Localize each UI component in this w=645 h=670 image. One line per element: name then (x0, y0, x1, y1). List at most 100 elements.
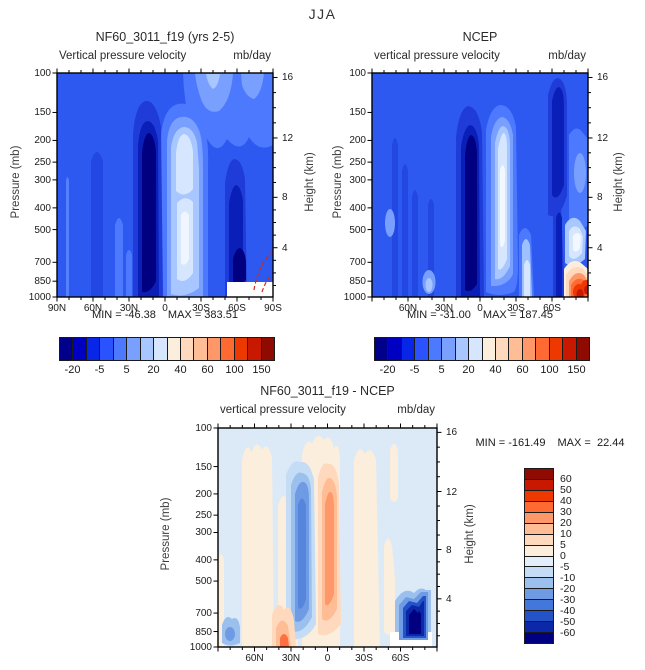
pressure-tick-label: 1000 (28, 292, 51, 303)
latitude-tick-label: 30N (281, 653, 301, 664)
pressure-tick-label: 100 (195, 423, 212, 434)
colorbar-cell (99, 337, 114, 361)
colorbar-cell (494, 337, 510, 361)
height-tick-label: 4 (282, 242, 288, 254)
max-value: MAX = 187.45 (482, 309, 553, 321)
pressure-tick-label: 850 (349, 276, 366, 288)
colorbar-tick-label: -40 (560, 605, 576, 617)
colorbar-tick-label: 60 (201, 364, 214, 376)
latitude-tick-label: 90N (47, 303, 67, 314)
pressure-tick-label: 200 (34, 135, 51, 147)
colorbar-tick-label: 20 (147, 364, 160, 376)
panel-title-model: NF60_3011_f19 (yrs 2-5) (95, 30, 235, 44)
subtitle-variable: vertical pressure velocity (220, 404, 346, 416)
minmax-ncep: MIN = -31.00 MAX = 187.45 (372, 309, 588, 321)
diff-contour-field (218, 428, 437, 647)
colorbar-cell (508, 337, 523, 361)
colorbar-cell (548, 337, 564, 361)
colorbar-cell (59, 337, 74, 361)
colorbar-tick-label: 20 (462, 364, 475, 376)
colorbar-cell (112, 337, 128, 361)
colorbar-cell (468, 337, 483, 361)
latitude-tick-label: 60N (398, 303, 418, 314)
min-value: MIN = -31.00 (407, 309, 471, 321)
latitude-tick-label: 60S (228, 303, 246, 314)
pressure-tick-label: 100 (34, 68, 51, 79)
pressure-tick-label: 150 (195, 461, 212, 473)
colorbar-cell (400, 337, 416, 361)
colorbar-cell (166, 337, 181, 361)
model-contour-plot (52, 68, 278, 302)
ncep-contour-plot (367, 68, 593, 302)
pressure-tick-label: 1000 (343, 292, 366, 303)
colorbar-cell (206, 337, 222, 361)
pressure-tick-label: 500 (349, 224, 366, 236)
colorbar-cell (575, 337, 590, 361)
pressure-tick-label: 150 (349, 107, 366, 119)
pressure-tick-label: 850 (34, 276, 51, 288)
height-axis-title: Height (km) (304, 152, 316, 212)
colorbar-tick-label: 5 (438, 364, 445, 376)
panel-subtitle-ncep: vertical pressure velocity mb/day (372, 50, 588, 62)
colorbar-cell (193, 337, 208, 361)
colorbar-cell (535, 337, 550, 361)
pressure-tick-label: 150 (34, 107, 51, 119)
colorbar-tick-label: -30 (560, 594, 576, 606)
colorbar-cell (562, 337, 577, 361)
colorbar-tick-label: -20 (560, 583, 576, 595)
axes-frame (52, 68, 278, 302)
pressure-tick-label: 100 (349, 68, 366, 79)
colorbar-cell (374, 337, 389, 361)
colorbar-cell (521, 337, 537, 361)
latitude-tick-label: 30S (507, 303, 525, 314)
colorbar-cell (153, 337, 168, 361)
min-value: MIN = -161.49 (475, 437, 546, 449)
colorbar-tick-label: -60 (560, 627, 576, 639)
height-tick-label: 16 (597, 72, 609, 84)
colorbar-cell (481, 337, 496, 361)
max-value: MAX = 22.44 (557, 437, 625, 449)
colorbar-tick-label: -50 (560, 616, 576, 628)
pressure-tick-label: 300 (349, 174, 366, 186)
height-tick-label: 4 (597, 242, 603, 254)
height-tick-label: 12 (597, 132, 609, 144)
panel-subtitle-model: Vertical pressure velocity mb/day (57, 50, 273, 62)
colorbar-tick-label: 5 (123, 364, 130, 376)
colorbar-cell (220, 337, 235, 361)
colorbar-tick-label: 30 (560, 506, 572, 518)
pressure-tick-label: 700 (349, 257, 366, 269)
latitude-tick-label: 0 (324, 653, 331, 664)
subtitle-variable: Vertical pressure velocity (59, 50, 187, 62)
pressure-tick-label: 400 (349, 202, 366, 214)
height-tick-label: 12 (446, 486, 458, 498)
panel-title-diff: NF60_3011_f19 - NCEP (260, 384, 395, 398)
colorbar-cell (414, 337, 429, 361)
subtitle-units: mb/day (397, 404, 435, 416)
colorbar-tick-label: -20 (64, 364, 81, 376)
latitude-tick-label: 30N (434, 303, 454, 314)
pressure-tick-label: 850 (195, 626, 212, 638)
pressure-axis-title: Pressure (mb) (160, 497, 172, 571)
colorbar-ncep (374, 337, 590, 361)
panel-subtitle-diff: vertical pressure velocity mb/day (218, 404, 437, 416)
pressure-tick-label: 700 (195, 608, 212, 620)
colorbar-tick-label: 150 (567, 364, 586, 376)
panel-title-ncep: NCEP (462, 30, 498, 44)
dashed-contour (261, 273, 273, 293)
model-contour-field (57, 73, 273, 297)
pressure-tick-label: 400 (34, 202, 51, 214)
colorbar-tick-label: 5 (560, 539, 566, 551)
colorbar-cell (427, 337, 443, 361)
colorbar-tick-label: 10 (560, 528, 572, 540)
colorbar-model (59, 337, 275, 361)
latitude-tick-label: 60S (391, 653, 410, 664)
colorbar-tick-label: 100 (225, 364, 244, 376)
colorbar-cell (85, 337, 101, 361)
colorbar-tick-label: 40 (560, 495, 572, 507)
axes-frame (213, 423, 442, 652)
pressure-tick-label: 250 (349, 157, 366, 169)
height-axis-title: Height (km) (613, 152, 625, 212)
latitude-tick-label: 0 (162, 303, 168, 314)
figure-title: JJA (308, 6, 337, 22)
colorbar-tick-label: 40 (489, 364, 502, 376)
